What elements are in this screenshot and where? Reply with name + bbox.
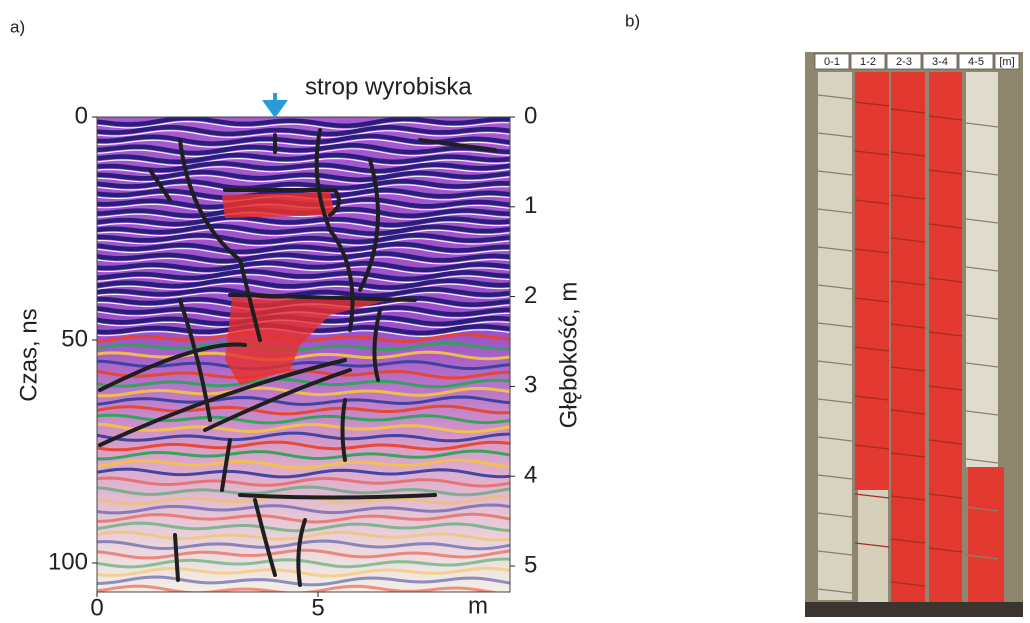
panel-label: b) — [625, 11, 640, 30]
column-header: 2-3 — [896, 56, 912, 68]
core-column — [891, 72, 925, 602]
core-column — [855, 72, 889, 490]
y-tick-label: 5 — [524, 551, 537, 578]
y-tick-label: 0 — [524, 102, 537, 129]
column-header: 4-5 — [968, 56, 984, 68]
y-tick-label: 3 — [524, 372, 537, 399]
axis-unit: m — [468, 592, 488, 619]
arrow-head — [262, 100, 288, 118]
column-header: 3-4 — [932, 56, 948, 68]
figure: a) b) strop wyrobiska Czas, ns Głębokość… — [0, 0, 1030, 623]
y-tick-label: 100 — [48, 548, 88, 575]
core-photo: 0-1 1-2 2-3 3-4 4-5 [m] — [805, 52, 1023, 617]
column-header: [m] — [999, 56, 1014, 68]
core-column — [929, 72, 962, 602]
axis-title: Głębokość, m — [555, 282, 582, 429]
x-tick-label: 0 — [90, 594, 103, 621]
reflection — [97, 595, 511, 603]
core-column — [818, 72, 852, 600]
panel-label: a) — [10, 17, 25, 36]
y-tick-label: 1 — [524, 192, 537, 219]
x-tick-label: 5 — [311, 594, 324, 621]
axis-title: Czas, ns — [15, 308, 42, 401]
y-tick-label: 50 — [61, 325, 88, 352]
annotation: strop wyrobiska — [305, 73, 472, 100]
core-box-bottom — [805, 602, 1023, 617]
y-tick-label: 4 — [524, 462, 537, 489]
column-header: 1-2 — [860, 56, 876, 68]
core-column — [968, 467, 1004, 602]
column-header: 0-1 — [824, 56, 840, 68]
y-tick-label: 2 — [524, 282, 537, 309]
y-tick-label: 0 — [75, 102, 88, 129]
